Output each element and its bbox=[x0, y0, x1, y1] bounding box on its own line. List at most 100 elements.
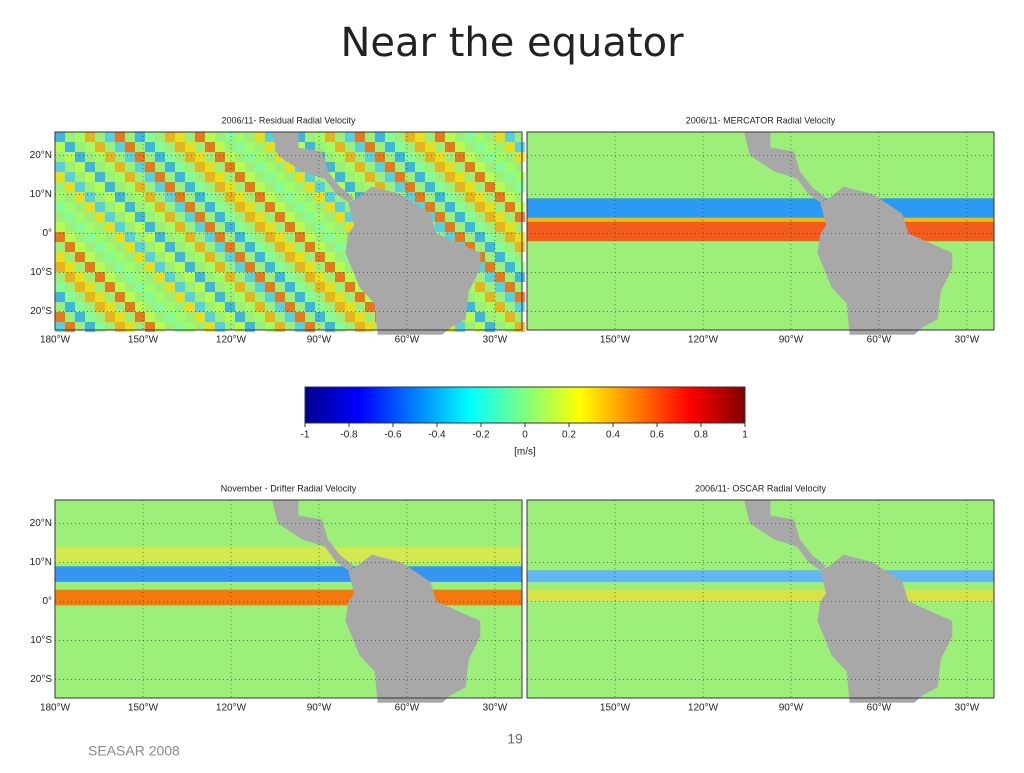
noise-cell bbox=[165, 152, 175, 162]
noise-cell bbox=[235, 252, 245, 262]
noise-cell bbox=[335, 272, 345, 282]
noise-cell bbox=[115, 252, 125, 262]
noise-cell bbox=[515, 302, 525, 312]
noise-cell bbox=[355, 172, 365, 182]
noise-cell bbox=[235, 312, 245, 322]
noise-cell bbox=[75, 302, 85, 312]
lon-label: 90°W bbox=[307, 335, 332, 346]
noise-cell bbox=[75, 192, 85, 202]
noise-cell bbox=[475, 292, 485, 302]
noise-cell bbox=[235, 172, 245, 182]
noise-cell bbox=[155, 202, 165, 212]
noise-cell bbox=[145, 252, 155, 262]
noise-cell bbox=[65, 142, 75, 152]
noise-cell bbox=[115, 172, 125, 182]
noise-cell bbox=[295, 192, 305, 202]
noise-cell bbox=[285, 162, 295, 172]
panel-title: November - Drifter Radial Velocity bbox=[221, 483, 357, 493]
noise-cell bbox=[115, 232, 125, 242]
noise-cell bbox=[405, 132, 415, 142]
land bbox=[272, 500, 355, 571]
noise-cell bbox=[265, 262, 275, 272]
noise-cell bbox=[475, 282, 485, 292]
noise-cell bbox=[485, 182, 495, 192]
noise-cell bbox=[195, 132, 205, 142]
noise-cell bbox=[295, 172, 305, 182]
noise-cell bbox=[495, 312, 505, 322]
lon-label: 30°W bbox=[483, 335, 508, 346]
noise-cell bbox=[65, 202, 75, 212]
noise-cell bbox=[85, 292, 95, 302]
lon-label: 150°W bbox=[600, 703, 631, 714]
noise-cell bbox=[205, 162, 215, 172]
noise-cell bbox=[355, 322, 365, 332]
current-band bbox=[527, 221, 994, 242]
noise-cell bbox=[175, 262, 185, 272]
noise-cell bbox=[325, 202, 335, 212]
noise-cell bbox=[335, 172, 345, 182]
noise-cell bbox=[125, 172, 135, 182]
map-panel: 2006/11- Residual Radial Velocity 20°N 10°… bbox=[30, 115, 525, 346]
noise-cell bbox=[195, 212, 205, 222]
noise-cell bbox=[245, 242, 255, 252]
noise-cell bbox=[185, 272, 195, 282]
noise-cell bbox=[205, 172, 215, 182]
noise-cell bbox=[425, 172, 435, 182]
noise-cell bbox=[245, 302, 255, 312]
noise-cell bbox=[495, 212, 505, 222]
noise-cell bbox=[55, 172, 65, 182]
noise-cell bbox=[145, 282, 155, 292]
noise-cell bbox=[85, 282, 95, 292]
noise-cell bbox=[315, 222, 325, 232]
noise-cell bbox=[115, 292, 125, 302]
noise-cell bbox=[495, 132, 505, 142]
noise-cell bbox=[225, 252, 235, 262]
noise-cell bbox=[185, 182, 195, 192]
noise-cell bbox=[215, 302, 225, 312]
noise-cell bbox=[135, 162, 145, 172]
noise-cell bbox=[125, 322, 135, 332]
noise-cell bbox=[315, 242, 325, 252]
noise-cell bbox=[325, 222, 335, 232]
noise-cell bbox=[325, 132, 335, 142]
noise-cell bbox=[115, 312, 125, 322]
colorbar-tick-label: 0.6 bbox=[650, 430, 664, 441]
noise-cell bbox=[505, 292, 515, 302]
noise-cell bbox=[365, 182, 375, 192]
noise-cell bbox=[145, 222, 155, 232]
noise-cell bbox=[205, 282, 215, 292]
noise-cell bbox=[185, 262, 195, 272]
noise-cell bbox=[125, 202, 135, 212]
land bbox=[817, 186, 953, 335]
noise-cell bbox=[275, 182, 285, 192]
map-panel: 2006/11- OSCAR Radial Velocity 150°W 120°W… bbox=[526, 483, 995, 714]
lat-label: 20°S bbox=[30, 306, 52, 317]
noise-cell bbox=[65, 232, 75, 242]
noise-cell bbox=[505, 322, 515, 332]
noise-cell bbox=[65, 182, 75, 192]
noise-cell bbox=[505, 312, 515, 322]
noise-cell bbox=[265, 292, 275, 302]
noise-cell bbox=[195, 282, 205, 292]
noise-cell bbox=[215, 242, 225, 252]
noise-cell bbox=[355, 312, 365, 322]
noise-cell bbox=[225, 162, 235, 172]
noise-cell bbox=[175, 252, 185, 262]
noise-cell bbox=[85, 322, 95, 332]
noise-cell bbox=[75, 242, 85, 252]
noise-cell bbox=[165, 312, 175, 322]
noise-cell bbox=[495, 282, 505, 292]
noise-cell bbox=[475, 172, 485, 182]
current-band bbox=[527, 217, 994, 222]
noise-cell bbox=[165, 252, 175, 262]
noise-cell bbox=[85, 172, 95, 182]
noise-cell bbox=[315, 192, 325, 202]
noise-cell bbox=[335, 142, 345, 152]
noise-cell bbox=[435, 132, 445, 142]
noise-cell bbox=[325, 162, 335, 172]
noise-cell bbox=[315, 302, 325, 312]
noise-cell bbox=[425, 182, 435, 192]
noise-cell bbox=[195, 152, 205, 162]
colorbar bbox=[304, 386, 746, 424]
frame bbox=[526, 131, 995, 331]
